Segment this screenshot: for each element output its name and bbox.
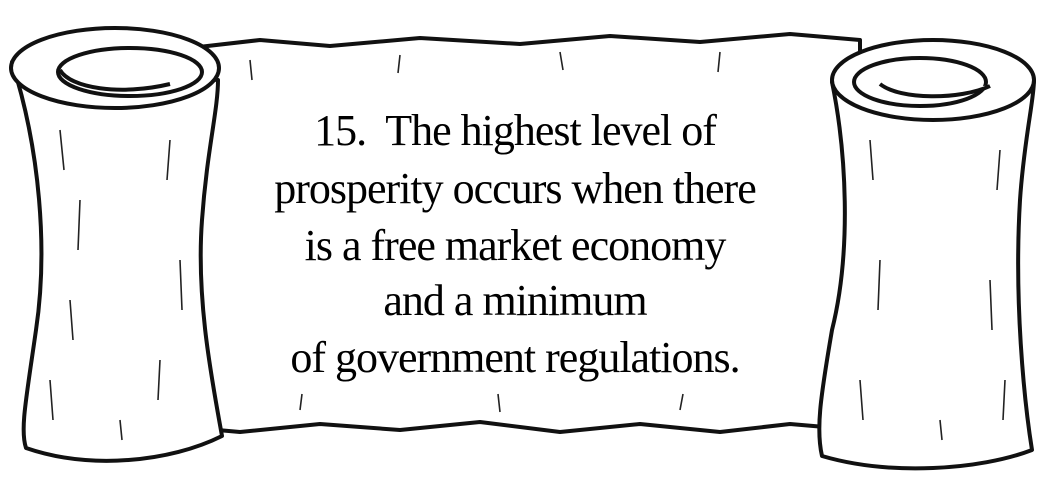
text-line: of government regulations. — [290, 333, 739, 382]
text-line: and a minimum — [383, 276, 647, 325]
text-line: prosperity occurs when there — [274, 164, 755, 213]
text-line: is a free market economy — [305, 221, 727, 270]
right-roll — [819, 80, 1034, 468]
scroll-illustration: 15. The highest level of prosperity occu… — [0, 0, 1038, 481]
right-roll-inner — [854, 58, 986, 106]
text-line: 15. The highest level of — [314, 106, 717, 155]
left-roll — [12, 62, 222, 461]
